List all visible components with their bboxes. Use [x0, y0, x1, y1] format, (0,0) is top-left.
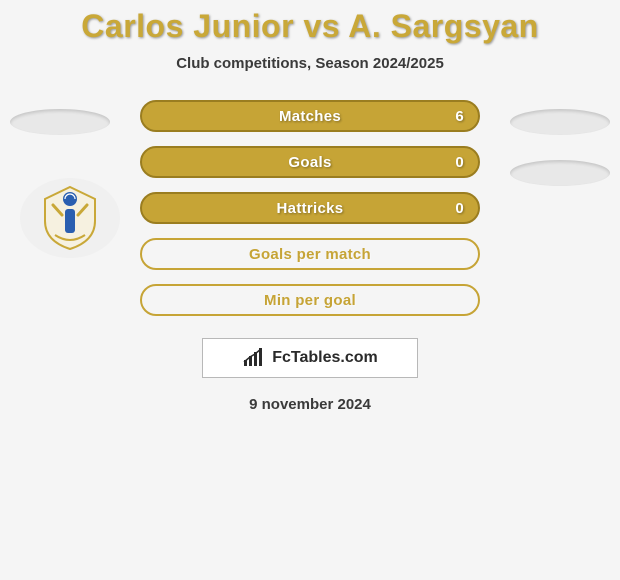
stat-value: 0 — [455, 154, 464, 171]
stat-label: Goals per match — [249, 246, 371, 263]
chart-icon — [242, 348, 266, 368]
stat-label: Matches — [279, 108, 341, 125]
stat-label: Min per goal — [264, 292, 356, 309]
stat-row-hattricks: Hattricks 0 — [140, 192, 480, 224]
stat-value: 0 — [455, 200, 464, 217]
player2-placeholder-2 — [510, 160, 610, 186]
stat-row-matches: Matches 6 — [140, 100, 480, 132]
stat-rows: Matches 6 Goals 0 Hattricks 0 Goals per … — [140, 100, 480, 316]
club-crest-icon — [35, 185, 105, 251]
player2-placeholder-1 — [510, 109, 610, 135]
page-title: Carlos Junior vs A. Sargsyan — [0, 8, 620, 45]
comparison-card: Carlos Junior vs A. Sargsyan Club compet… — [0, 0, 620, 413]
player1-placeholder-1 — [10, 109, 110, 135]
stat-row-goals-per-match: Goals per match — [140, 238, 480, 270]
stat-value: 6 — [455, 108, 464, 125]
stat-row-goals: Goals 0 — [140, 146, 480, 178]
brand-attribution[interactable]: FcTables.com — [202, 338, 418, 378]
subtitle: Club competitions, Season 2024/2025 — [0, 55, 620, 72]
stats-area: Matches 6 Goals 0 Hattricks 0 Goals per … — [0, 100, 620, 413]
stat-label: Hattricks — [277, 200, 344, 217]
player1-club-badge — [20, 178, 120, 258]
stat-row-min-per-goal: Min per goal — [140, 284, 480, 316]
stat-label: Goals — [288, 154, 331, 171]
generation-date: 9 november 2024 — [0, 396, 620, 413]
brand-text: FcTables.com — [272, 349, 378, 367]
